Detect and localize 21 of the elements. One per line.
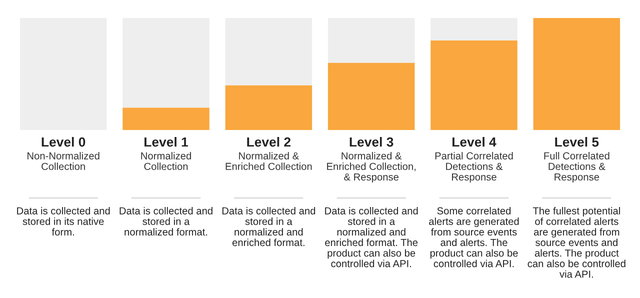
text: Data is collected and stored in a normalized and enriched format. The product can also be controlled via API. [325,207,418,268]
bar [430,18,518,40]
bar [122,18,210,108]
text: Data is collected and stored in its native form. [17,207,110,236]
x-tick-label: Level 0 Non-Normalized Collection [28,137,100,170]
bar [225,18,312,86]
bar [225,85,312,130]
text: Data is collected and stored in a normalized format. [120,207,212,236]
bar [328,62,415,130]
bar [328,18,415,63]
x-tick-label: Level 4 Partial Correlated Detections & Response [435,137,513,183]
text: The fullest potential of correlated alerts are generated from source events and alerts. The product can also be controlled via API. [528,207,626,278]
text: Data is collected and stored in a normalized and enriched format. [222,207,316,246]
x-tick-label: Level 2 Normalized & Enriched Collection [226,137,312,170]
x-tick-label: Level 3 Normalized & Enriched Collection, & Response [327,137,416,183]
text: Some correlated alerts are generated from source events and alerts. The product can also be controlled via API. [429,207,519,268]
x-tick-label: Level 1 Normalized Collection [141,137,191,170]
bar [122,108,210,130]
x-tick-label: Level 5 Full Correlated Detections & Response [544,137,610,183]
bar [430,40,518,130]
bar [533,18,620,130]
